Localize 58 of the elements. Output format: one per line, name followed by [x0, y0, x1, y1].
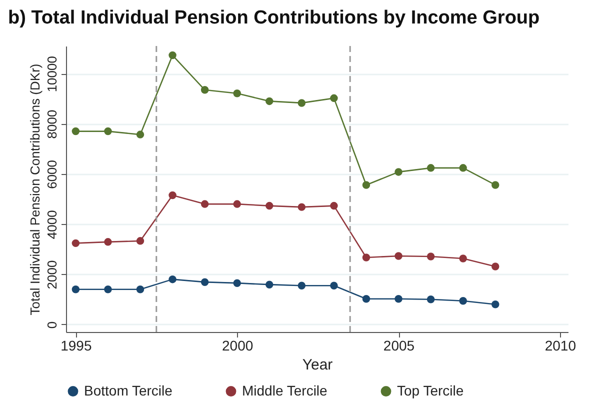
point [200, 86, 209, 94]
x-tick-label: 1995 [60, 338, 92, 354]
point [104, 285, 112, 294]
x-tick-label: 2010 [544, 338, 576, 354]
point [72, 285, 80, 294]
point [136, 285, 144, 294]
legend-label: Top Tercile [397, 382, 464, 398]
chart-title: b) Total Individual Pension Contributions by Income Group [8, 7, 540, 28]
point [72, 239, 80, 248]
point [168, 191, 176, 200]
point [266, 280, 274, 288]
point [330, 94, 338, 102]
point [104, 238, 112, 246]
y-tick-label: 2000 [44, 260, 60, 290]
point [266, 97, 274, 106]
point [362, 295, 370, 303]
point [168, 51, 176, 60]
point [491, 262, 500, 270]
point [362, 254, 370, 262]
point [459, 164, 467, 172]
point [298, 203, 306, 211]
point [233, 279, 241, 287]
y-tick-label: 4000 [44, 210, 60, 240]
x-tick-label: 2000 [222, 338, 254, 354]
point [298, 282, 306, 290]
point [394, 295, 402, 303]
legend-label: Middle Tercile [242, 382, 328, 398]
point [233, 90, 241, 98]
point [298, 99, 306, 107]
point [491, 181, 500, 189]
point [459, 254, 467, 262]
point [200, 278, 209, 286]
point [136, 237, 144, 245]
point [426, 252, 435, 260]
legend-label: Bottom Tercile [84, 382, 173, 398]
point [459, 297, 467, 305]
y-axis-title: Total Individual Pension Contributions (DKr) [28, 64, 42, 316]
point [491, 300, 500, 308]
point [266, 202, 274, 210]
y-tick-label: 0 [44, 321, 60, 329]
point [394, 252, 402, 260]
point [200, 200, 209, 208]
x-tick-label: 2005 [383, 338, 415, 354]
point [136, 130, 144, 138]
x-axis-title: Year [302, 356, 333, 374]
point [330, 202, 338, 210]
point [426, 164, 435, 172]
point [72, 127, 80, 136]
point [330, 282, 338, 290]
y-tick-label: 6000 [44, 160, 60, 189]
point [394, 168, 402, 176]
point [426, 296, 435, 304]
point [168, 275, 176, 284]
point [362, 181, 370, 189]
point [233, 200, 241, 208]
point [104, 127, 112, 136]
y-tick-label: 10000 [44, 56, 60, 92]
y-tick-label: 8000 [44, 110, 60, 139]
